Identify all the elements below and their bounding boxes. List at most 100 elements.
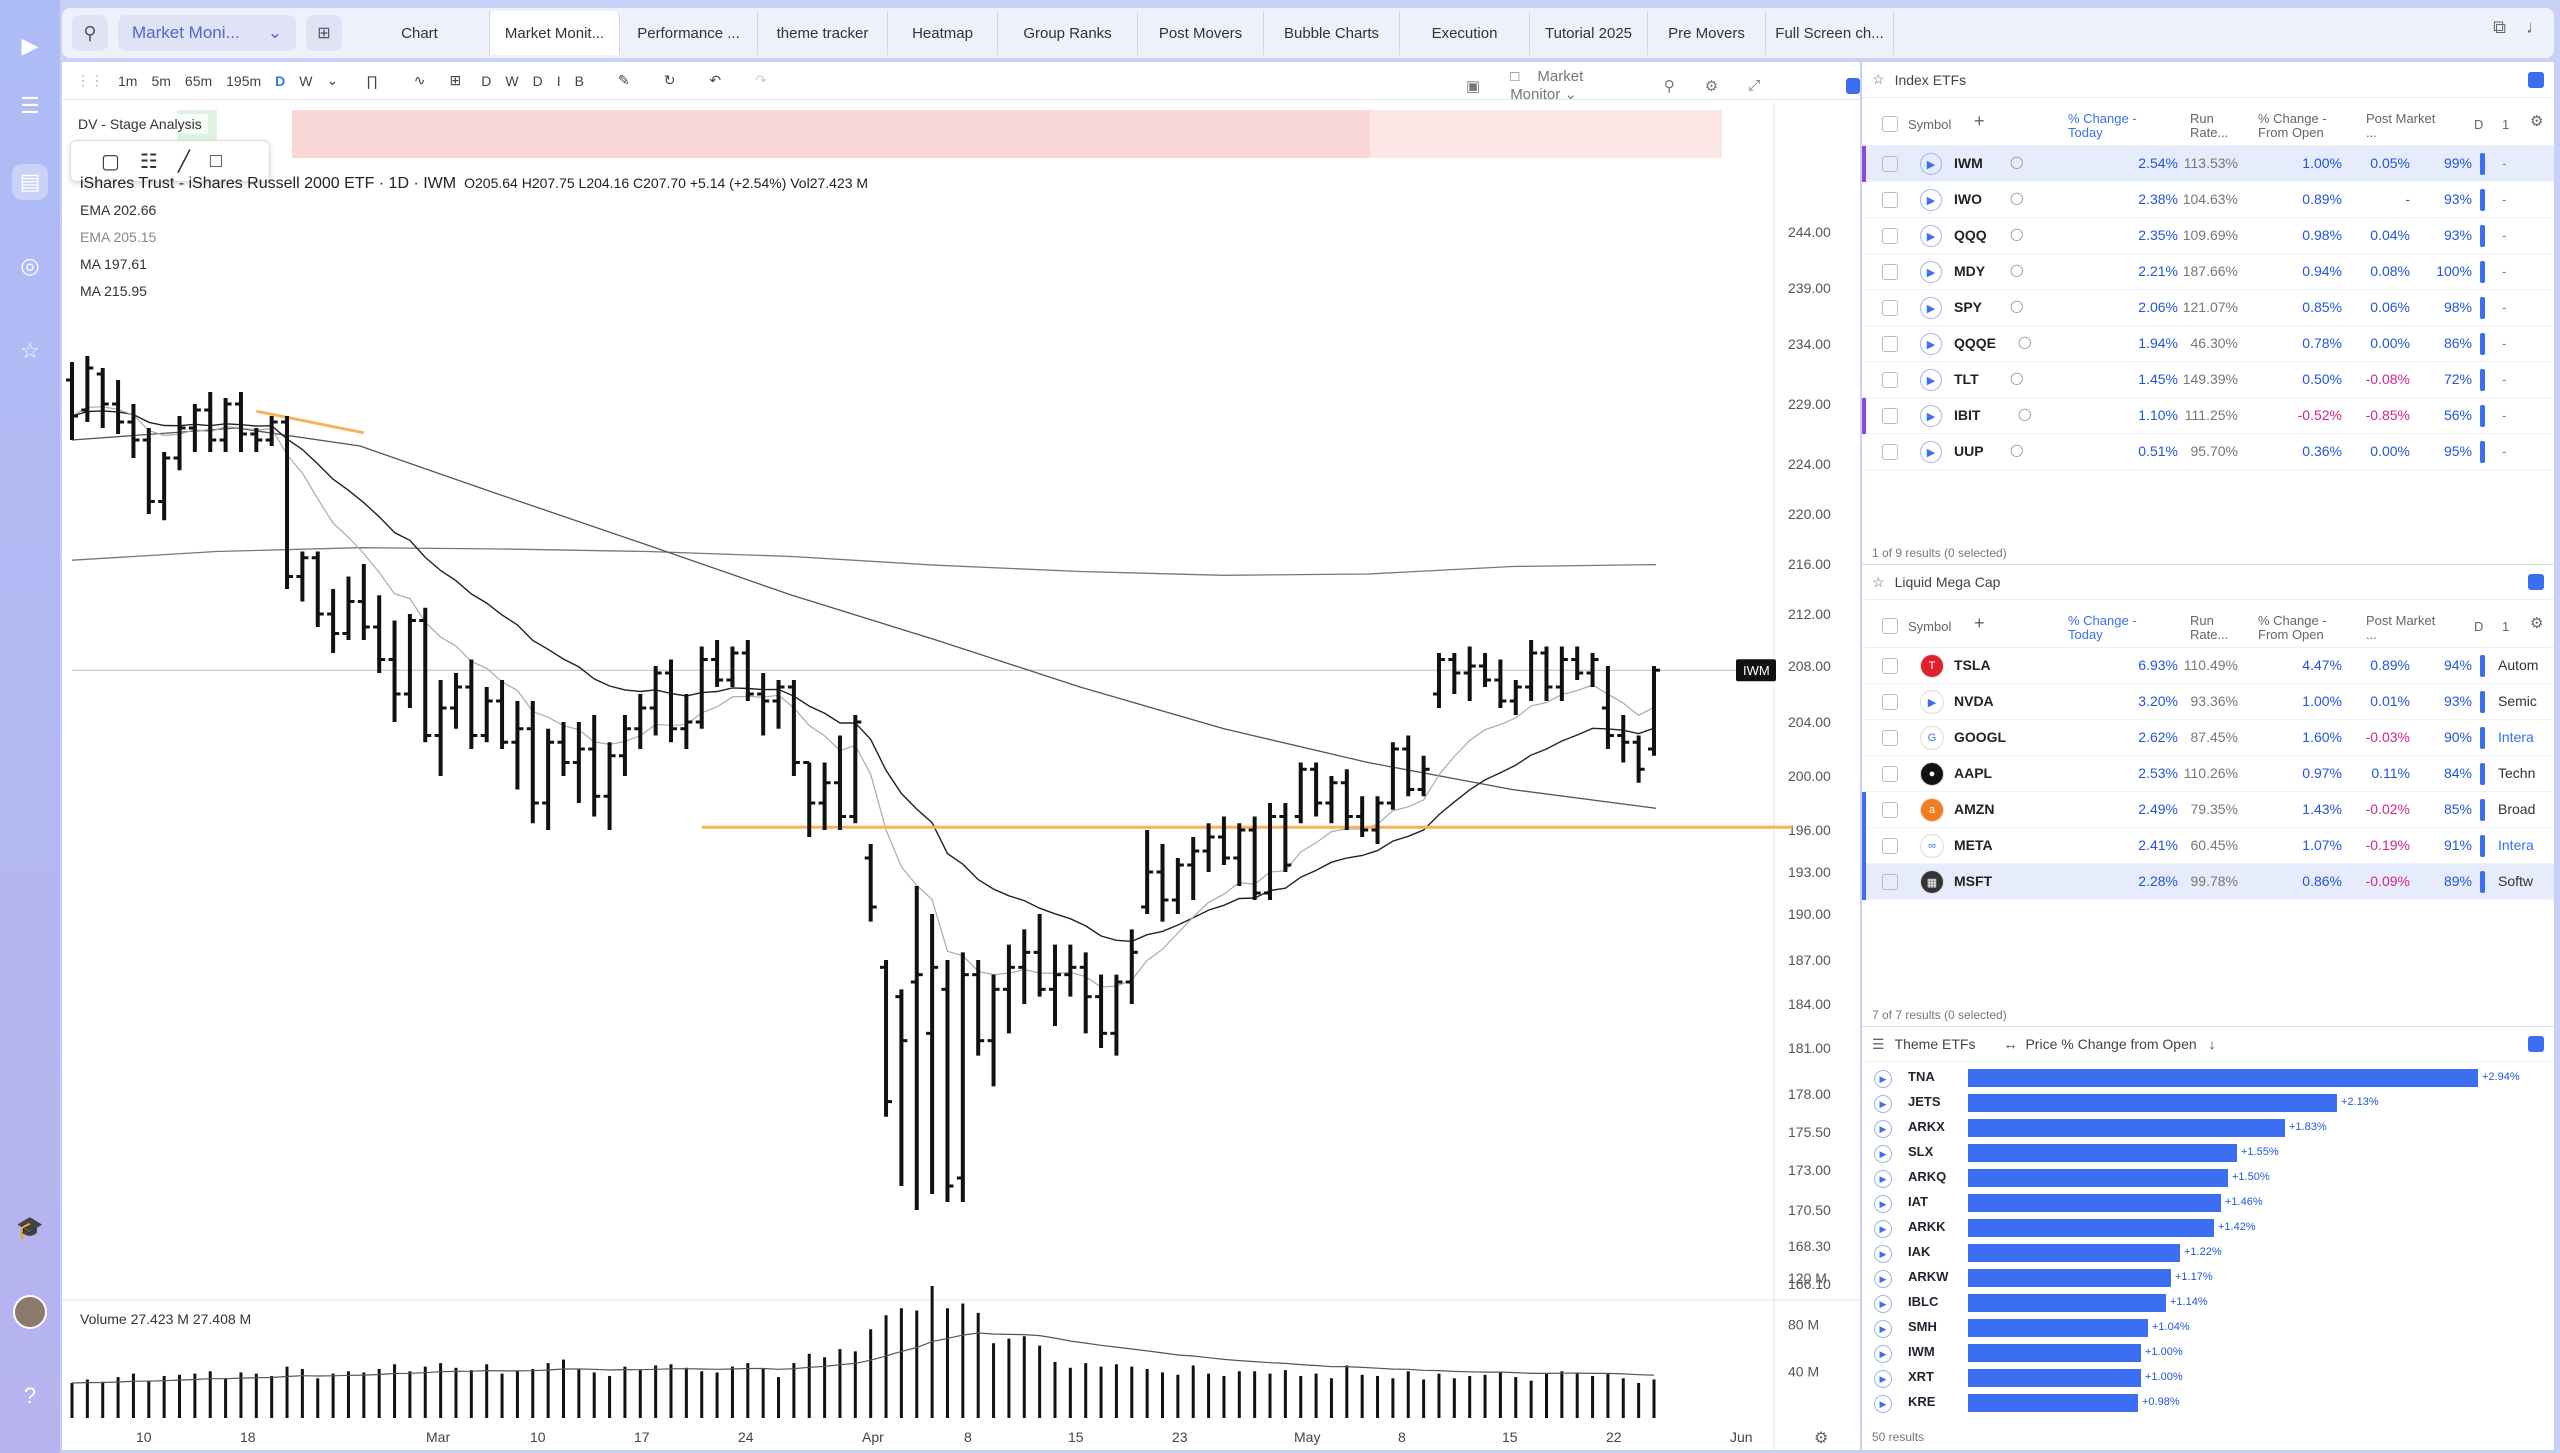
play-icon[interactable]: ▶ (1874, 1345, 1892, 1363)
theme-row[interactable]: ▶ TNA +2.94% (1862, 1066, 2554, 1091)
col-change-open[interactable]: % Change - From Open (2258, 111, 2327, 140)
tab-theme-tracker[interactable]: theme tracker (758, 11, 888, 55)
col-symbol[interactable]: Symbol (1908, 619, 1952, 634)
interval-1m[interactable]: 1m (118, 72, 138, 89)
row-checkbox[interactable] (1882, 264, 1898, 280)
row-checkbox[interactable] (1882, 766, 1898, 782)
table-row[interactable]: ● AAPL 2.53% 110.26% 0.97% 0.11% 84% Techn (1862, 756, 2554, 792)
symbol[interactable]: QQQ (1954, 227, 1987, 243)
play-icon[interactable]: ▶ (1874, 1195, 1892, 1213)
bell-icon[interactable]: ♩ (2526, 17, 2544, 37)
theme-symbol[interactable]: ARKX (1908, 1119, 1945, 1134)
interval-d3[interactable]: D (532, 72, 543, 89)
play-icon[interactable]: ▶ (1874, 1095, 1892, 1113)
play-icon[interactable]: ▶ (1920, 225, 1942, 247)
play-icon[interactable]: ▶ (1874, 1120, 1892, 1138)
templates-icon[interactable]: ⊞ (449, 72, 462, 88)
eraser-icon[interactable]: ✎ (617, 72, 630, 88)
radar-icon[interactable]: ◎ (20, 253, 40, 278)
theme-row[interactable]: ▶ ARKQ +1.50% (1862, 1166, 2554, 1191)
refresh-icon[interactable]: ↻ (663, 72, 676, 88)
theme-symbol[interactable]: IAK (1908, 1244, 1931, 1259)
table-row[interactable]: ▶ ◯ UUP 0.51% 95.70% 0.36% 0.00% 95% - (1862, 434, 2554, 470)
theme-row[interactable]: ▶ IBLC +1.14% (1862, 1291, 2554, 1316)
chart-nav-icon[interactable]: ▤ (12, 164, 48, 200)
drag-handle-icon[interactable]: ⋮⋮ (76, 72, 104, 88)
col-run-rate[interactable]: Run Rate... (2190, 111, 2229, 140)
settings-icon[interactable]: ⚙ (2530, 113, 2544, 130)
tab-execution[interactable]: Execution (1400, 11, 1530, 55)
symbol[interactable]: IWO (1954, 191, 1982, 207)
col-run-rate[interactable]: Run Rate... (2190, 613, 2229, 642)
row-checkbox[interactable] (1882, 838, 1898, 854)
col-post-market[interactable]: Post Market ... (2366, 613, 2436, 642)
theme-symbol[interactable]: SMH (1908, 1319, 1937, 1334)
row-checkbox[interactable] (1882, 444, 1898, 460)
row-checkbox[interactable] (1882, 336, 1898, 352)
symbol[interactable]: AMZN (1954, 801, 1995, 817)
symbol[interactable]: SPY (1954, 299, 1983, 315)
info-icon[interactable]: ◯ (2010, 299, 2024, 313)
play-icon[interactable]: ▶ (1920, 297, 1942, 319)
settings-icon[interactable]: ⚙ (2530, 615, 2544, 632)
tab-heatmap[interactable]: Heatmap (888, 11, 998, 55)
theme-symbol[interactable]: IAT (1908, 1194, 1928, 1209)
table-row[interactable]: ▦ MSFT 2.28% 99.78% 0.86% -0.09% 89% Softw (1862, 864, 2554, 900)
bar-type-icon[interactable]: ∏ (366, 72, 378, 89)
table-row[interactable]: ▶ ◯ TLT 1.45% 149.39% 0.50% -0.08% 72% - (1862, 362, 2554, 398)
interval-65m[interactable]: 65m (184, 72, 213, 89)
select-all-checkbox[interactable] (1882, 618, 1898, 634)
row-checkbox[interactable] (1882, 156, 1898, 172)
play-icon[interactable]: ▶ (1874, 1220, 1892, 1238)
help-icon[interactable]: ? (23, 1383, 37, 1408)
row-checkbox[interactable] (1882, 372, 1898, 388)
table-row[interactable]: ∞ META 2.41% 60.45% 1.07% -0.19% 91% Intera (1862, 828, 2554, 864)
theme-row[interactable]: ▶ IWM +1.00% (1862, 1341, 2554, 1366)
table-row[interactable]: T TSLA 6.93% 110.49% 4.47% 0.89% 94% Autom (1862, 648, 2554, 684)
theme-row[interactable]: ▶ JETS +2.13% (1862, 1091, 2554, 1116)
theme-symbol[interactable]: ARKW (1908, 1269, 1949, 1284)
row-checkbox[interactable] (1882, 694, 1898, 710)
table-row[interactable]: ▶ ◯ SPY 2.06% 121.07% 0.85% 0.06% 98% - (1862, 290, 2554, 326)
tab-post-movers[interactable]: Post Movers (1138, 11, 1264, 55)
col-d[interactable]: D (2474, 619, 2484, 634)
theme-symbol[interactable]: KRE (1908, 1394, 1936, 1409)
comment-tool-icon[interactable]: □ (209, 149, 222, 172)
row-checkbox[interactable] (1882, 730, 1898, 746)
tab-full-screen-ch[interactable]: Full Screen ch... (1766, 11, 1894, 55)
play-icon[interactable]: ▶ (1920, 369, 1942, 391)
select-all-checkbox[interactable] (1882, 116, 1898, 132)
theme-symbol[interactable]: IBLC (1908, 1294, 1939, 1309)
add-symbol-icon[interactable]: + (1974, 613, 1985, 633)
star-icon[interactable]: ☆ (1872, 71, 1885, 87)
theme-symbol[interactable]: TNA (1908, 1069, 1935, 1084)
symbol[interactable]: MSFT (1954, 873, 1993, 889)
indicators-icon[interactable]: ∿ (413, 72, 426, 88)
col-1[interactable]: 1 (2502, 117, 2510, 132)
interval-5m[interactable]: 5m (151, 72, 171, 89)
play-icon[interactable]: ▶ (1920, 333, 1942, 355)
row-checkbox[interactable] (1882, 658, 1898, 674)
play-icon[interactable]: ▶ (1874, 1145, 1892, 1163)
share-icon[interactable]: ⧉ (2493, 17, 2506, 37)
col-1[interactable]: 1 (2502, 619, 2510, 634)
row-checkbox[interactable] (1882, 228, 1898, 244)
play-icon[interactable]: ▶ (1920, 405, 1942, 427)
interval-b[interactable]: B (574, 72, 584, 89)
menu-icon[interactable]: ☰ (20, 93, 40, 118)
theme-row[interactable]: ▶ IAK +1.22% (1862, 1241, 2554, 1266)
symbol[interactable]: NVDA (1954, 693, 1994, 709)
avatar[interactable] (12, 1294, 48, 1330)
table-row[interactable]: ▶ ◯ QQQ 2.35% 109.69% 0.98% 0.04% 93% - (1862, 218, 2554, 254)
gear-icon[interactable]: ⚙ (1704, 77, 1719, 95)
symbol[interactable]: GOOGL (1954, 729, 2007, 745)
symbol[interactable]: IWM (1954, 155, 1983, 171)
list-icon[interactable]: ☰ (1872, 1035, 1885, 1052)
education-icon[interactable]: 🎓 (16, 1215, 44, 1240)
redo-icon[interactable]: ↷ (755, 72, 767, 88)
play-icon[interactable]: ▶ (1920, 189, 1942, 211)
interval-195m[interactable]: 195m (226, 72, 262, 89)
info-icon[interactable]: ◯ (2010, 443, 2024, 457)
theme-row[interactable]: ▶ SLX +1.55% (1862, 1141, 2554, 1166)
theme-row[interactable]: ▶ ARKW +1.17% (1862, 1266, 2554, 1291)
